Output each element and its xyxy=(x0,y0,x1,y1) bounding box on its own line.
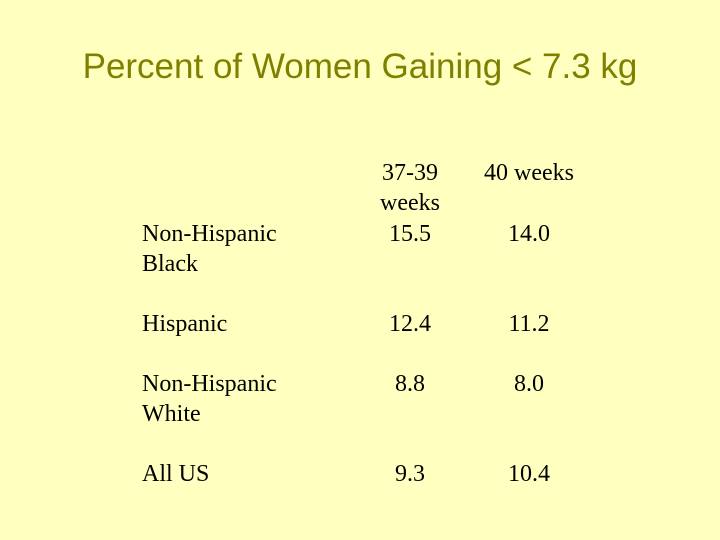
row-label-hispanic: Hispanic xyxy=(142,311,228,337)
cell-hispanic-37-39: 12.4 xyxy=(389,311,431,337)
column-header-37-39-weeks: 37-39 weeks xyxy=(380,160,440,216)
row-label-non-hispanic-black: Non-Hispanic Black xyxy=(142,221,277,277)
row-label-non-hispanic-white: Non-Hispanic White xyxy=(142,371,277,427)
cell-non-hispanic-white-40: 8.0 xyxy=(514,371,544,397)
cell-non-hispanic-black-40: 14.0 xyxy=(508,221,550,247)
slide-title: Percent of Women Gaining < 7.3 kg xyxy=(82,47,638,86)
column-header-40-weeks: 40 weeks xyxy=(484,160,574,186)
cell-all-us-40: 10.4 xyxy=(508,461,550,487)
cell-hispanic-40: 11.2 xyxy=(508,311,550,337)
cell-all-us-37-39: 9.3 xyxy=(395,461,425,487)
cell-non-hispanic-white-37-39: 8.8 xyxy=(395,371,425,397)
cell-non-hispanic-black-37-39: 15.5 xyxy=(389,221,431,247)
row-label-all-us: All US xyxy=(142,461,210,487)
